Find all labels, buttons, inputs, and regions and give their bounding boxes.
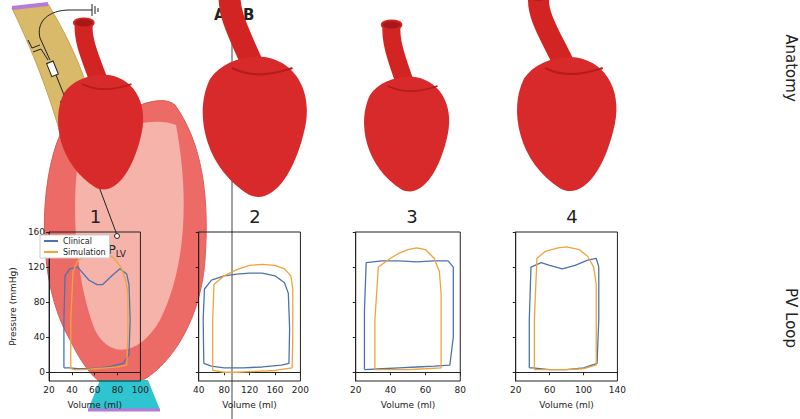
svg-text:140: 140 (609, 385, 626, 395)
svg-text:Clinical: Clinical (63, 237, 92, 246)
svg-text:80: 80 (218, 385, 230, 395)
svg-text:120: 120 (241, 385, 258, 395)
svg-text:Anatomy: Anatomy (782, 34, 800, 102)
svg-text:200: 200 (292, 385, 309, 395)
svg-text:PV Loop: PV Loop (782, 288, 800, 348)
svg-text:3: 3 (406, 206, 417, 227)
svg-text:60: 60 (544, 385, 556, 395)
svg-text:100: 100 (575, 385, 592, 395)
svg-text:20: 20 (43, 385, 55, 395)
svg-text:40: 40 (34, 332, 46, 342)
svg-text:Volume (ml): Volume (ml) (67, 400, 122, 410)
svg-text:20: 20 (510, 385, 522, 395)
svg-text:60: 60 (89, 385, 101, 395)
svg-text:80: 80 (455, 385, 467, 395)
svg-text:4: 4 (566, 206, 577, 227)
svg-text:60: 60 (420, 385, 432, 395)
svg-text:80: 80 (112, 385, 124, 395)
svg-text:80: 80 (34, 297, 46, 307)
svg-text:160: 160 (27, 227, 46, 237)
svg-text:PLV: PLV (108, 242, 126, 259)
svg-text:Pressure (mmHg): Pressure (mmHg) (8, 267, 18, 345)
svg-text:Simulation: Simulation (63, 248, 106, 257)
svg-text:0: 0 (39, 367, 45, 377)
svg-text:40: 40 (66, 385, 78, 395)
svg-text:2: 2 (249, 206, 260, 227)
svg-text:Volume (ml): Volume (ml) (539, 400, 594, 410)
svg-text:40: 40 (193, 385, 205, 395)
svg-text:B: B (243, 6, 255, 24)
svg-text:20: 20 (350, 385, 362, 395)
svg-text:1: 1 (90, 206, 101, 227)
svg-text:40: 40 (385, 385, 397, 395)
svg-text:120: 120 (28, 262, 45, 272)
svg-text:160: 160 (266, 385, 283, 395)
svg-text:Volume (ml): Volume (ml) (222, 400, 277, 410)
svg-text:100: 100 (132, 385, 149, 395)
svg-text:Volume (ml): Volume (ml) (381, 400, 436, 410)
